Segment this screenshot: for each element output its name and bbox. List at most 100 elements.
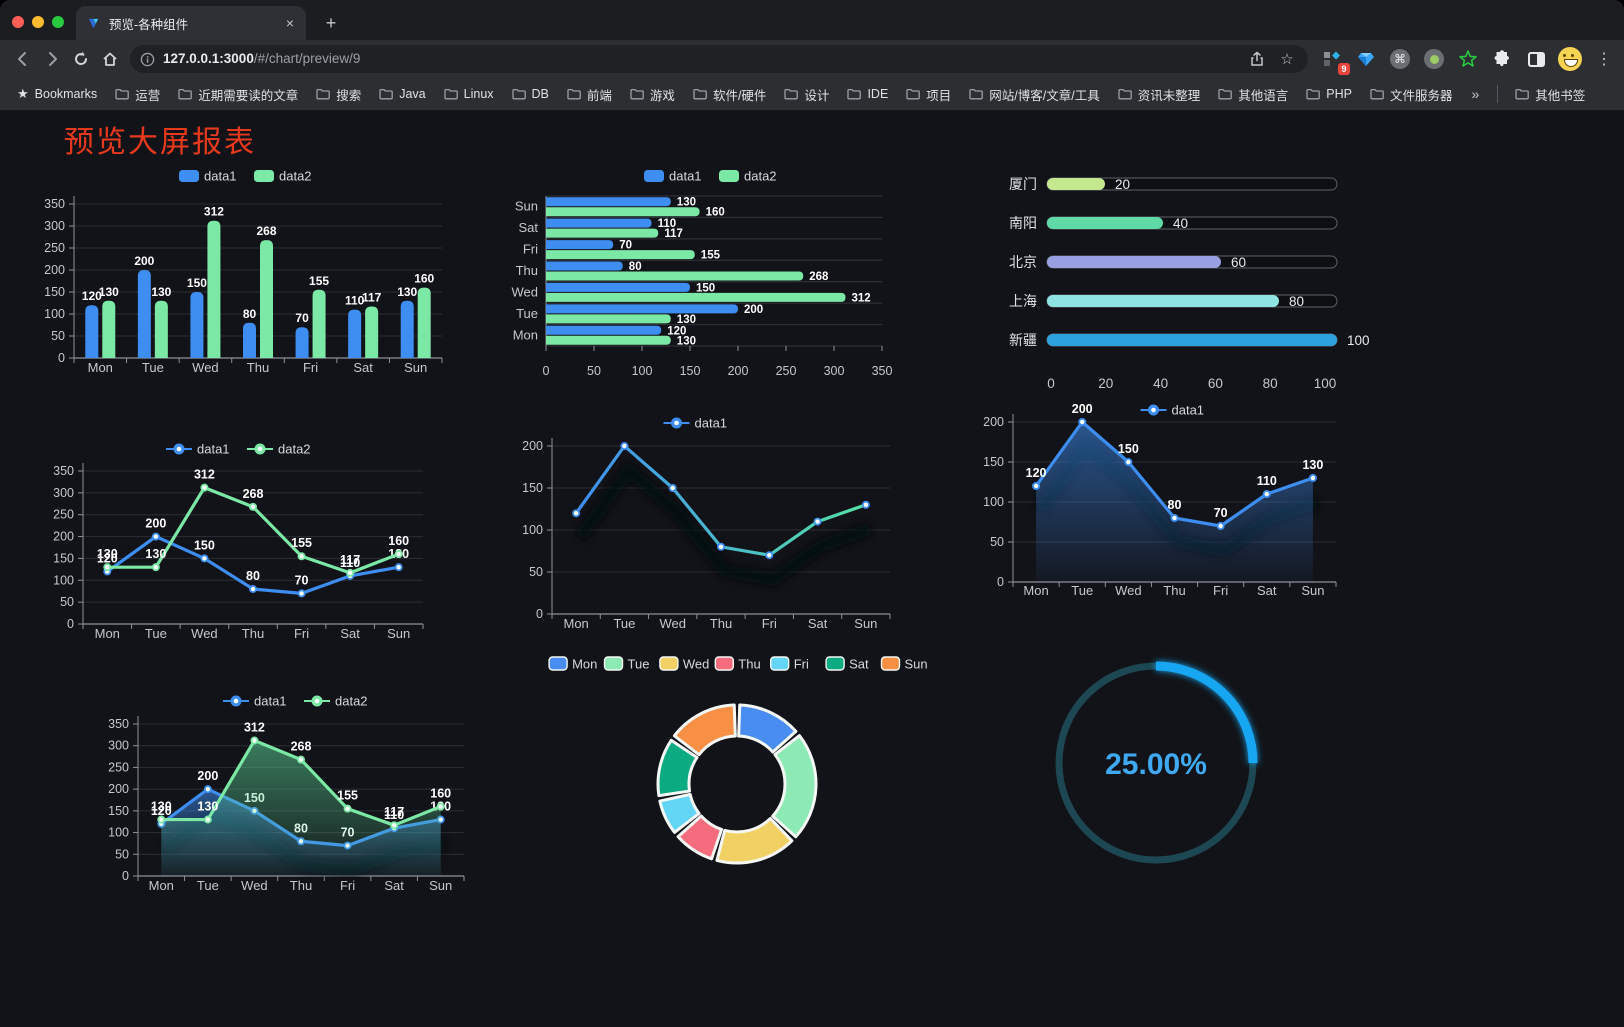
- svg-text:110: 110: [345, 294, 365, 308]
- minimize-window-button[interactable]: [32, 16, 44, 28]
- browser-menu-button[interactable]: ⋮: [1596, 51, 1612, 68]
- svg-text:data2: data2: [744, 169, 777, 184]
- chart-svg-line2: 0 50 100 150 200 250 300 350 Mon Tue Wed Thu Fri Sat S…: [53, 442, 424, 641]
- svg-text:0: 0: [67, 617, 74, 631]
- bookmarks-manager-item[interactable]: ★ Bookmarks: [10, 83, 104, 105]
- svg-text:160: 160: [430, 787, 451, 801]
- bookmark-item-搜索[interactable]: 搜索: [309, 82, 368, 107]
- svg-text:100: 100: [983, 495, 1004, 509]
- bookmark-label: DB: [531, 87, 549, 101]
- other-bookmarks-item[interactable]: 其他书签: [1508, 82, 1592, 107]
- svg-text:150: 150: [680, 364, 701, 375]
- bookmark-label: 软件/硬件: [712, 88, 767, 103]
- folder-icon: [1118, 88, 1132, 100]
- extension-star-button[interactable]: [1456, 47, 1480, 71]
- svg-text:312: 312: [204, 205, 224, 219]
- svg-text:0: 0: [58, 351, 65, 365]
- chart-single-area[interactable]: 0 50 100 150 200 Mon Tue Wed Thu Fri Sat Sun 120 200 1…: [980, 398, 1400, 611]
- bookmark-star-button[interactable]: ☆: [1280, 51, 1294, 68]
- extension-command-button[interactable]: ⌘: [1388, 47, 1412, 71]
- folder-icon: [906, 88, 921, 100]
- site-info-icon[interactable]: [140, 52, 155, 67]
- zoom-window-button[interactable]: [52, 16, 64, 28]
- svg-text:80: 80: [246, 569, 260, 583]
- svg-text:Tue: Tue: [142, 360, 164, 375]
- page-title: 预览大屏报表: [64, 126, 256, 159]
- svg-text:20: 20: [1098, 376, 1113, 391]
- sidebar-toggle-button[interactable]: [1524, 47, 1548, 71]
- bookmark-item-其他语言[interactable]: 其他语言: [1211, 82, 1295, 107]
- svg-text:130: 130: [677, 197, 696, 209]
- folder-icon: [1306, 88, 1321, 100]
- svg-text:Mon: Mon: [513, 327, 538, 342]
- bookmark-item-Java[interactable]: Java: [372, 84, 432, 104]
- reload-button[interactable]: [68, 45, 93, 73]
- svg-text:120: 120: [1026, 466, 1047, 480]
- chart-grouped-bar[interactable]: 0 50 100 150 200 250 300 350 Mon Tue Wed Thu Fri Sat S…: [40, 158, 455, 381]
- bookmark-item-文件服务器[interactable]: 文件服务器: [1363, 82, 1460, 107]
- chart-gauge[interactable]: 25.00%: [1046, 651, 1268, 882]
- bookmark-item-设计[interactable]: 设计: [777, 82, 836, 107]
- svg-text:350: 350: [872, 364, 893, 375]
- bookmark-item-运营[interactable]: 运营: [108, 82, 167, 107]
- svg-text:268: 268: [256, 224, 276, 238]
- svg-text:250: 250: [776, 364, 797, 375]
- tab-close-button[interactable]: ×: [285, 15, 294, 31]
- svg-text:Wed: Wed: [191, 626, 218, 641]
- forward-button[interactable]: [39, 45, 64, 73]
- profile-avatar[interactable]: [1558, 47, 1582, 71]
- bookmark-label: Java: [399, 87, 426, 101]
- url-bar[interactable]: 127.0.0.1:3000/#/chart/preview/9 ☆: [130, 45, 1308, 73]
- share-button[interactable]: [1246, 48, 1268, 70]
- svg-text:155: 155: [291, 536, 312, 550]
- svg-text:100: 100: [522, 523, 543, 537]
- svg-text:312: 312: [244, 721, 265, 735]
- bookmarks-overflow-button[interactable]: »: [1471, 86, 1480, 102]
- extension-gem-button[interactable]: [1354, 47, 1378, 71]
- bookmark-label: 搜索: [336, 88, 362, 103]
- svg-text:0: 0: [122, 869, 129, 883]
- svg-text:20: 20: [1115, 177, 1130, 192]
- svg-text:312: 312: [194, 468, 215, 482]
- bookmark-item-DB[interactable]: DB: [505, 84, 556, 104]
- new-tab-button[interactable]: +: [325, 12, 337, 33]
- svg-text:data2: data2: [279, 169, 312, 184]
- svg-text:200: 200: [134, 254, 154, 268]
- svg-text:200: 200: [1072, 402, 1093, 416]
- svg-text:268: 268: [243, 487, 264, 501]
- bookmark-item-资讯未整理[interactable]: 资讯未整理: [1111, 82, 1208, 107]
- bookmark-item-近期需要读的文章[interactable]: 近期需要读的文章: [171, 82, 305, 107]
- bookmark-label: 近期需要读的文章: [198, 88, 299, 103]
- home-button[interactable]: [97, 45, 122, 73]
- bookmark-item-软件/硬件[interactable]: 软件/硬件: [686, 82, 773, 107]
- close-window-button[interactable]: [12, 16, 24, 28]
- chart-two-series-line[interactable]: 0 50 100 150 200 250 300 350 Mon Tue Wed Thu Fri Sat S…: [40, 435, 460, 652]
- bookmark-item-项目[interactable]: 项目: [899, 82, 958, 107]
- chart-horizontal-bar[interactable]: 0 50 100 150 200 250 300 350 Sun 130 160 Sat 110 117 F…: [498, 160, 920, 380]
- browser-tab[interactable]: 预览-各种组件 ×: [76, 6, 306, 40]
- bookmark-item-IDE[interactable]: IDE: [840, 84, 895, 104]
- folder-icon: [784, 88, 799, 100]
- chart-gradient-line[interactable]: 0 50 100 150 200 Mon Tue Wed Thu Fri Sat Sun data1: [500, 410, 920, 643]
- extension-record-button[interactable]: [1422, 47, 1446, 71]
- svg-text:新疆: 新疆: [1009, 332, 1037, 348]
- svg-text:Mon: Mon: [95, 626, 120, 641]
- chart-progress-bars[interactable]: 厦门 20 南阳 40 北京 60 上海 80 新疆 100 0 20 40 60 80 100: [985, 168, 1387, 405]
- back-button[interactable]: [10, 45, 35, 73]
- chart-two-series-area[interactable]: 0 50 100 150 200 250 300 350 Mon Tue Wed Thu Fri Sat S…: [100, 688, 520, 903]
- chart-donut[interactable]: Mon Tue Wed Thu Fri Sat Sun: [520, 648, 952, 901]
- svg-text:40: 40: [1173, 216, 1188, 231]
- svg-text:Sun: Sun: [515, 199, 538, 214]
- bookmark-item-PHP[interactable]: PHP: [1299, 84, 1359, 104]
- bookmark-item-Linux[interactable]: Linux: [437, 84, 501, 104]
- svg-text:Thu: Thu: [242, 626, 264, 641]
- bookmark-item-前端[interactable]: 前端: [560, 82, 619, 107]
- extension-blocks-button[interactable]: 9: [1320, 47, 1350, 75]
- extensions-puzzle-button[interactable]: [1490, 47, 1514, 71]
- bookmark-item-网站/博客/文章/工具[interactable]: 网站/博客/文章/工具: [962, 82, 1106, 107]
- bookmark-item-游戏[interactable]: 游戏: [623, 82, 682, 107]
- svg-text:Mon: Mon: [572, 657, 597, 672]
- svg-text:130: 130: [397, 285, 417, 299]
- sidebar-icon: [1527, 51, 1545, 67]
- chart-svg-area1: 0 50 100 150 200 Mon Tue Wed Thu Fri Sat Sun 120 200 1…: [983, 402, 1337, 598]
